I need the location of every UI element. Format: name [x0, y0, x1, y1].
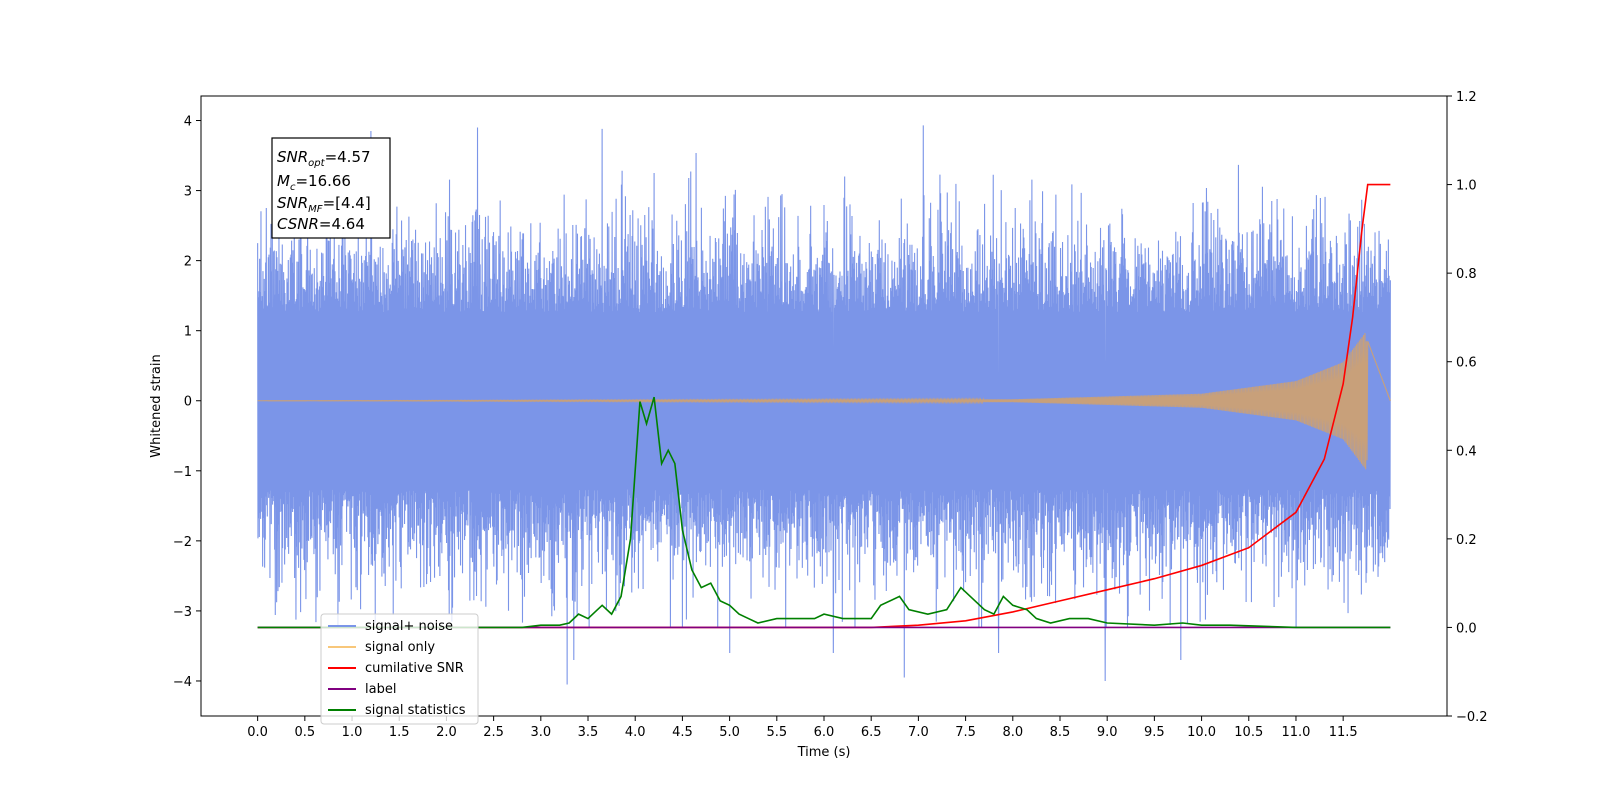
- series-signal-statistics: [257, 396, 1391, 629]
- info-snr-mf: SNRMF=[4.4]: [277, 194, 371, 215]
- info-mc: Mc=16.66: [277, 172, 351, 193]
- series-signal-noise: [257, 125, 1391, 685]
- x-tick-label: 5.0: [719, 725, 740, 740]
- y-tick-label: 4: [184, 115, 192, 130]
- info-snr-opt: SNRopt=4.57: [277, 148, 371, 169]
- x-tick-label: 10.0: [1187, 725, 1216, 740]
- y-tick-label: −4: [173, 675, 192, 690]
- y2-tick-label: 0.2: [1456, 533, 1477, 548]
- x-tick-label: 2.0: [436, 725, 457, 740]
- legend-label-signal-only: signal only: [365, 640, 435, 655]
- info-csnr: CSNR=4.64: [277, 215, 365, 233]
- x-tick-label: 3.0: [530, 725, 551, 740]
- y2-tick-label: 0.4: [1456, 444, 1477, 459]
- y2-tick-label: 1.2: [1456, 90, 1477, 105]
- info-box: SNRopt=4.57 Mc=16.66 SNRMF=[4.4] CSNR=4.…: [271, 137, 391, 239]
- y-axis-label: Whitened strain: [149, 354, 164, 457]
- series-cumulative-snr: [257, 183, 1391, 629]
- info-box-frame: [271, 137, 391, 239]
- x-tick-label: 11.0: [1281, 725, 1310, 740]
- x-tick-label: 8.5: [1050, 725, 1071, 740]
- legend: signal+ noise signal only cumilative SNR…: [320, 613, 479, 725]
- x-tick-label: 6.5: [861, 725, 882, 740]
- legend-label-cumulative-snr: cumilative SNR: [365, 661, 464, 676]
- x-tick-label: 11.5: [1329, 725, 1358, 740]
- x-tick-label: 5.5: [766, 725, 787, 740]
- x-tick-label: 9.5: [1144, 725, 1165, 740]
- x-tick-label: 10.5: [1234, 725, 1263, 740]
- y-tick-label: −2: [173, 535, 192, 550]
- y2-tick-label: −0.2: [1456, 710, 1488, 725]
- legend-label-signal-noise: signal+ noise: [365, 619, 453, 634]
- legend-label-signal-statistics: signal statistics: [365, 703, 466, 718]
- x-tick-label: 2.5: [483, 725, 504, 740]
- legend-label-label: label: [365, 682, 396, 697]
- x-tick-label: 7.0: [908, 725, 929, 740]
- y-tick-label: 3: [184, 185, 192, 200]
- x-tick-label: 3.5: [578, 725, 599, 740]
- x-tick-label: 7.5: [955, 725, 976, 740]
- series-signal-only: [257, 333, 1391, 470]
- x-tick-label: 0.5: [294, 725, 315, 740]
- y-tick-label: 0: [184, 395, 192, 410]
- y-tick-label: 2: [184, 255, 192, 270]
- x-tick-label: 0.0: [247, 725, 268, 740]
- x-tick-label: 4.0: [625, 725, 646, 740]
- y-tick-label: −3: [173, 605, 192, 620]
- x-axis-label: Time (s): [797, 745, 851, 760]
- y2-tick-label: 0.0: [1456, 621, 1477, 636]
- legend-frame: [320, 613, 479, 725]
- x-tick-label: 8.0: [1002, 725, 1023, 740]
- x-tick-label: 1.0: [342, 725, 363, 740]
- x-tick-label: 4.5: [672, 725, 693, 740]
- y2-tick-label: 0.6: [1456, 356, 1477, 371]
- x-tick-label: 6.0: [814, 725, 835, 740]
- y2-tick-label: 0.8: [1456, 267, 1477, 282]
- x-tick-label: 9.0: [1097, 725, 1118, 740]
- y-tick-label: −1: [173, 465, 192, 480]
- y-tick-label: 1: [184, 325, 192, 340]
- x-tick-label: 1.5: [389, 725, 410, 740]
- y2-tick-label: 1.0: [1456, 179, 1477, 194]
